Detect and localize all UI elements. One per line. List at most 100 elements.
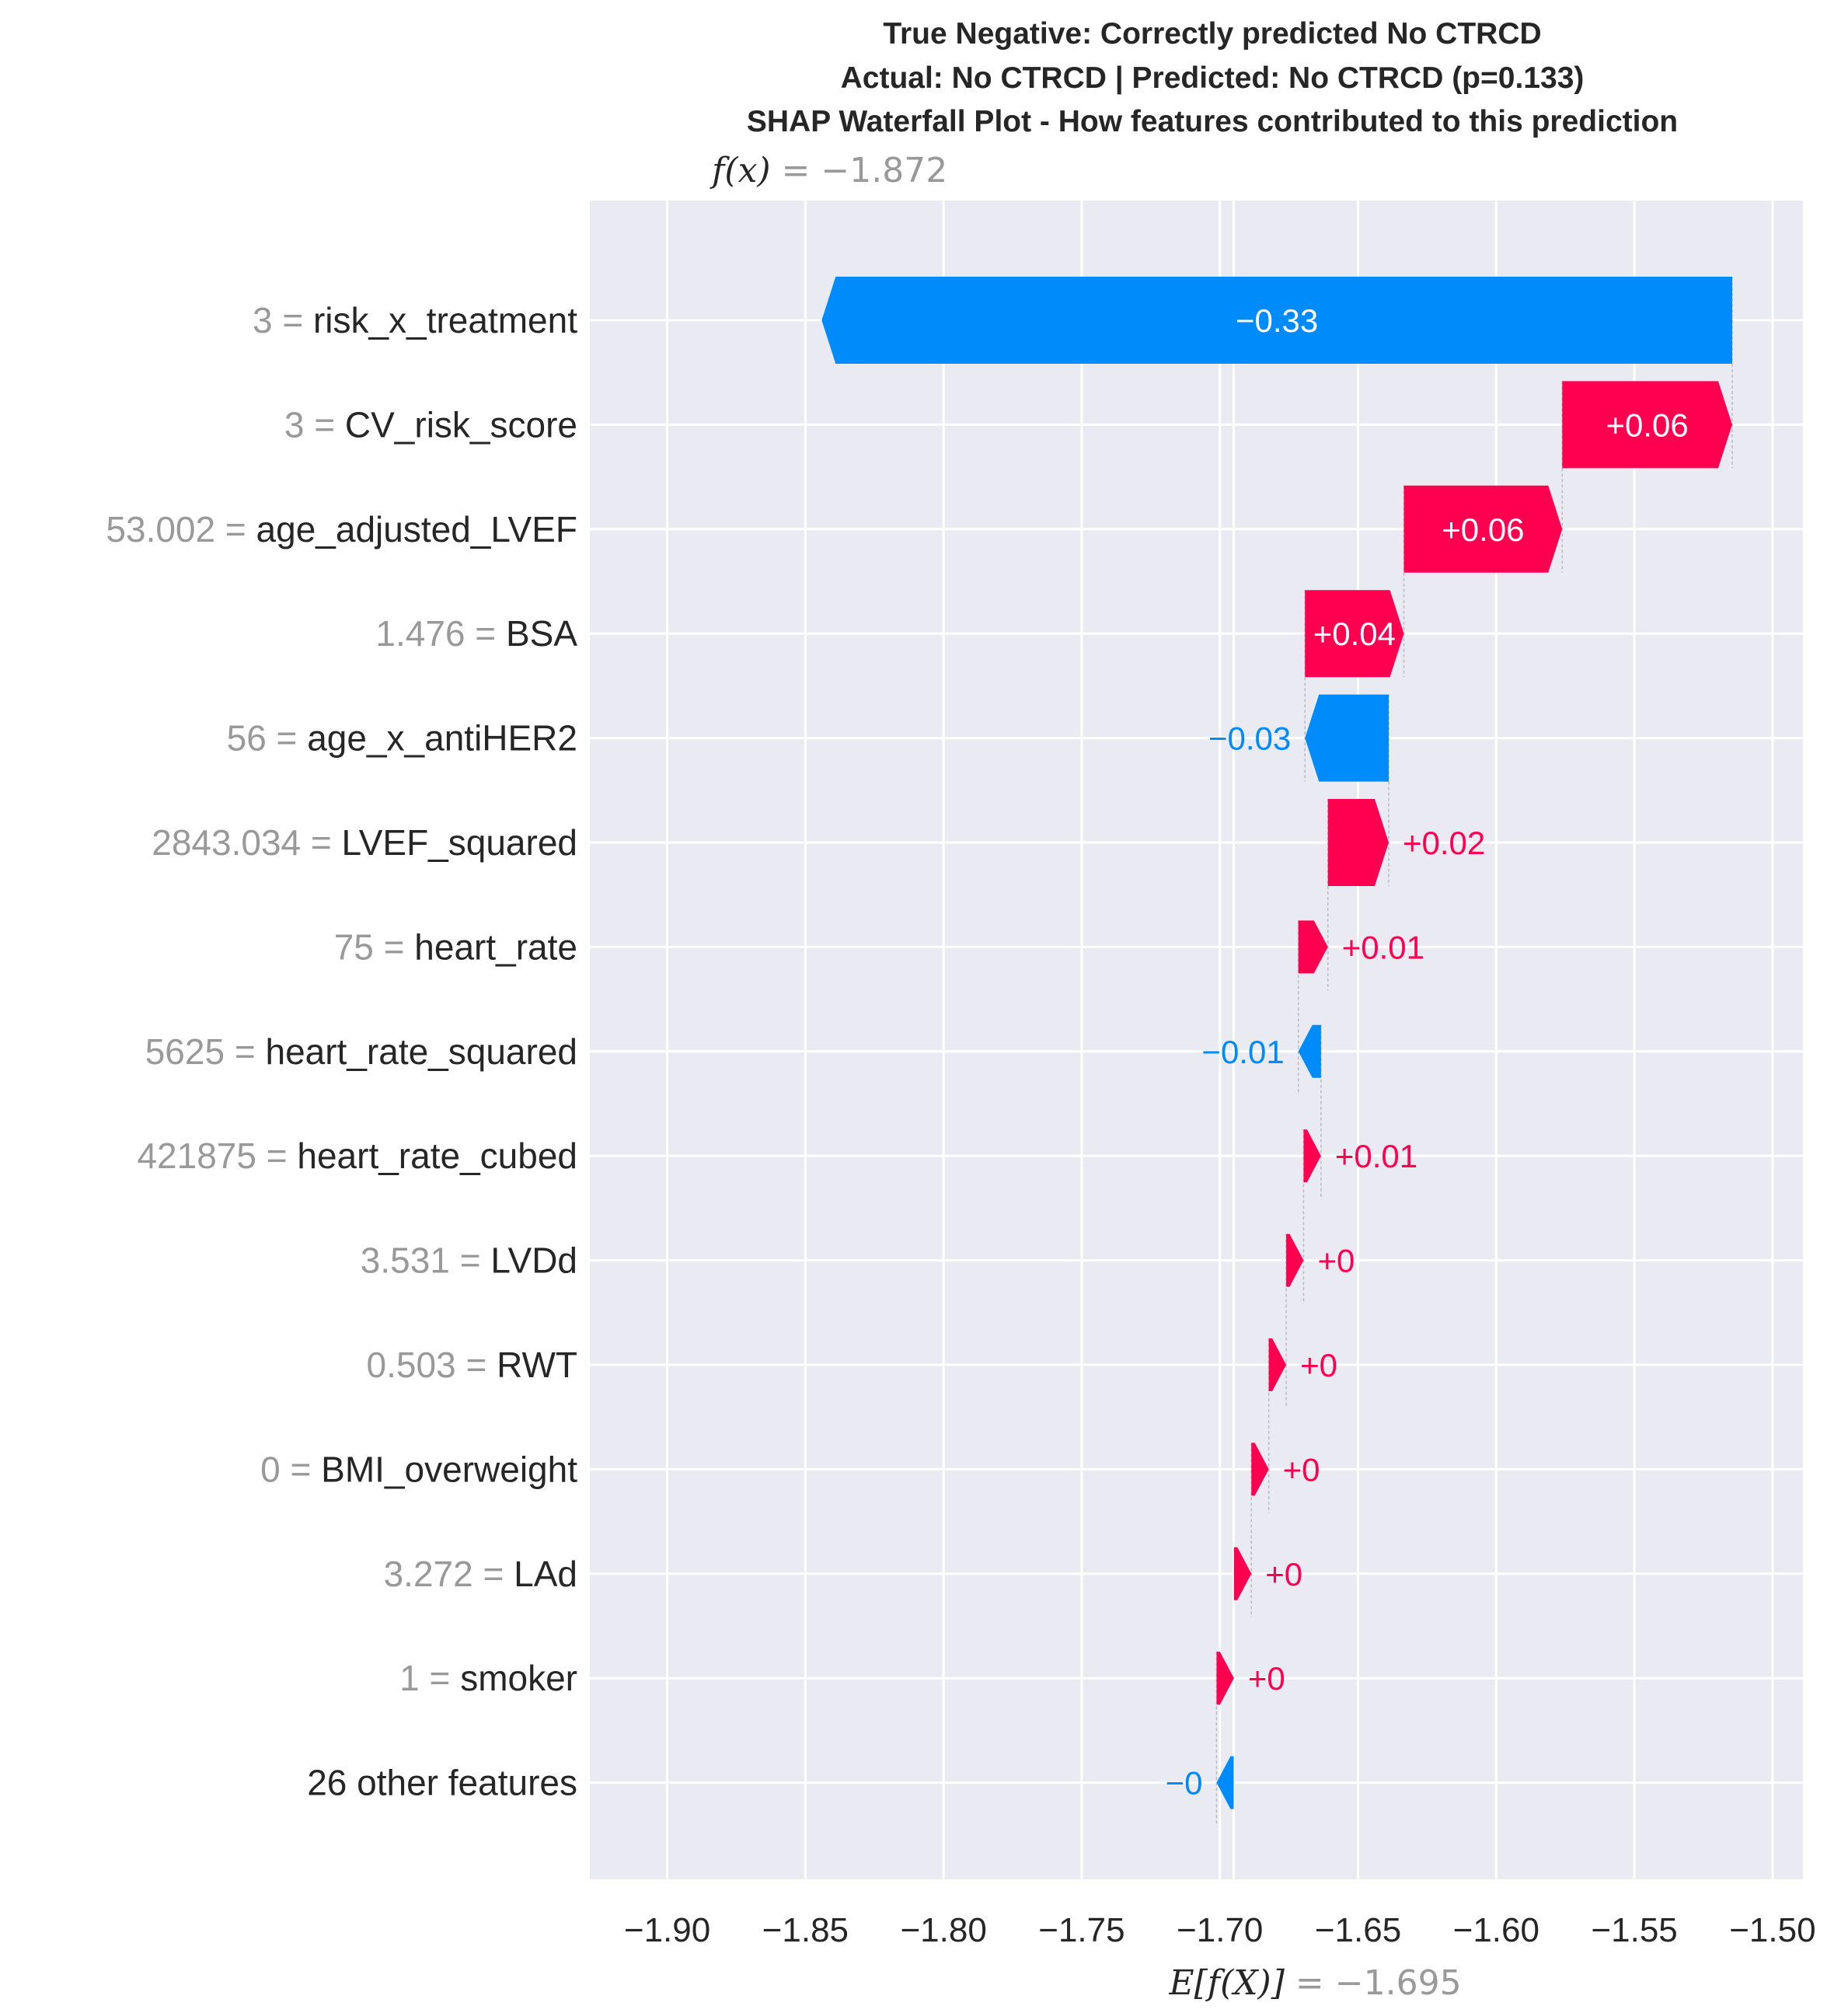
bar-positive bbox=[1403, 485, 1563, 573]
feature-name: smoker bbox=[460, 1658, 577, 1698]
feature-value: 0 = bbox=[260, 1449, 321, 1489]
feature-label: 26 other features bbox=[307, 1763, 577, 1803]
feature-label: 2843.034 = LVEF_squared bbox=[152, 822, 577, 863]
x-gridlines bbox=[666, 201, 1774, 1879]
bar-value-label: +0.01 bbox=[1342, 929, 1424, 965]
base-value-annotation: E[f(X)] = −1.695 bbox=[1169, 1963, 1462, 2003]
feature-name: age_adjusted_LVEF bbox=[256, 509, 577, 549]
bar-value-label: +0.04 bbox=[1313, 616, 1396, 652]
feature-label: 56 = age_x_antiHER2 bbox=[227, 718, 577, 759]
x-tick-label: −1.60 bbox=[1453, 1911, 1539, 1949]
feature-value: 0.503 = bbox=[367, 1345, 497, 1385]
x-tick-label: −1.55 bbox=[1591, 1911, 1677, 1949]
feature-name: LVEF_squared bbox=[342, 822, 577, 863]
bar-value-label: +0 bbox=[1265, 1556, 1302, 1593]
feature-value: 75 = bbox=[334, 926, 415, 967]
feature-label: 3 = risk_x_treatment bbox=[253, 300, 577, 340]
bar-value-label: +0 bbox=[1300, 1347, 1337, 1383]
feature-value: 2843.034 = bbox=[152, 822, 341, 863]
bar-value-label: −0.33 bbox=[1236, 302, 1318, 339]
feature-value: 3.531 = bbox=[361, 1240, 491, 1281]
base-value: = −1.695 bbox=[1285, 1963, 1462, 2003]
chart-title: True Negative: Correctly predicted No CT… bbox=[747, 17, 1678, 138]
title-line-2: Actual: No CTRCD | Predicted: No CTRCD (… bbox=[841, 61, 1585, 95]
bar-negative bbox=[1305, 694, 1389, 782]
feature-name: risk_x_treatment bbox=[313, 300, 577, 340]
x-tick-label: −1.65 bbox=[1315, 1911, 1401, 1949]
feature-label: 5625 = heart_rate_squared bbox=[145, 1031, 577, 1072]
x-tick-label: −1.70 bbox=[1177, 1911, 1263, 1949]
plot-area-background bbox=[590, 201, 1803, 1879]
bar-positive bbox=[1251, 1443, 1269, 1496]
feature-name: age_x_antiHER2 bbox=[307, 718, 577, 759]
bar-value-label: +0 bbox=[1283, 1451, 1320, 1488]
feature-label: 3.272 = LAd bbox=[384, 1554, 577, 1594]
bar-value-label: +0 bbox=[1248, 1660, 1285, 1697]
bar-negative bbox=[821, 277, 1732, 364]
feature-value: 421875 = bbox=[137, 1136, 297, 1176]
feature-label: 75 = heart_rate bbox=[334, 926, 577, 967]
x-tick-label: −1.90 bbox=[624, 1911, 710, 1949]
bar-negative bbox=[1216, 1756, 1234, 1809]
feature-label: 1 = smoker bbox=[399, 1658, 577, 1698]
bars bbox=[821, 277, 1732, 1809]
feature-name: LVDd bbox=[490, 1240, 577, 1281]
feature-value: 3 = bbox=[253, 300, 313, 340]
bar-value-label: +0.02 bbox=[1403, 825, 1485, 861]
bar-positive bbox=[1286, 1233, 1304, 1287]
feature-value: 1 = bbox=[399, 1658, 460, 1698]
feature-name: CV_risk_score bbox=[345, 404, 577, 445]
feature-name: RWT bbox=[497, 1345, 577, 1385]
x-tick-label: −1.85 bbox=[762, 1911, 849, 1949]
x-tick-label: −1.80 bbox=[900, 1911, 986, 1949]
title-line-3: SHAP Waterfall Plot - How features contr… bbox=[747, 105, 1678, 138]
feature-value: 1.476 = bbox=[375, 613, 506, 654]
title-line-1: True Negative: Correctly predicted No CT… bbox=[883, 17, 1541, 51]
bar-value-label: −0.01 bbox=[1201, 1034, 1284, 1070]
feature-label: 3.531 = LVDd bbox=[361, 1240, 577, 1281]
feature-label: 421875 = heart_rate_cubed bbox=[137, 1136, 577, 1176]
fx-math: f(x) bbox=[710, 151, 770, 190]
feature-name: heart_rate bbox=[414, 926, 577, 967]
fx-value: = −1.872 bbox=[771, 151, 948, 190]
feature-label: 53.002 = age_adjusted_LVEF bbox=[106, 509, 577, 549]
bar-value-label: +0.06 bbox=[1606, 406, 1688, 443]
bar-positive bbox=[1298, 920, 1328, 974]
x-tick-label: −1.50 bbox=[1729, 1911, 1815, 1949]
x-tick-label: −1.75 bbox=[1038, 1911, 1124, 1949]
feature-name: BMI_overweight bbox=[321, 1449, 577, 1489]
bar-value-label: −0 bbox=[1166, 1765, 1203, 1802]
bar-positive bbox=[1233, 1547, 1252, 1600]
fx-annotation: f(x) = −1.872 bbox=[710, 151, 947, 190]
feature-name: LAd bbox=[514, 1554, 577, 1594]
feature-name: BSA bbox=[506, 613, 577, 654]
feature-value: 5625 = bbox=[145, 1031, 266, 1072]
feature-name: heart_rate_squared bbox=[265, 1031, 577, 1072]
bar-positive bbox=[1305, 590, 1404, 678]
bar-value-label: −0.03 bbox=[1208, 720, 1291, 757]
feature-name: 26 other features bbox=[307, 1763, 577, 1803]
base-math: E[f(X)] bbox=[1169, 1963, 1285, 2003]
x-tick-labels: −1.90 −1.85 −1.80 −1.75 −1.70 −1.65 −1.60 −1.55… bbox=[624, 1911, 1816, 1949]
feature-value: 3.272 = bbox=[384, 1554, 514, 1594]
feature-value: 53.002 = bbox=[106, 509, 256, 549]
bar-labels: −0.33 +0.06 +0.06 +0.04 −0.03 +0.02 +0.01 −0.01… bbox=[1166, 302, 1689, 1802]
bar-value-label: +0 bbox=[1317, 1243, 1355, 1279]
bar-value-label: +0.01 bbox=[1335, 1138, 1417, 1174]
feature-label: 1.476 = BSA bbox=[375, 613, 577, 654]
bar-positive bbox=[1216, 1652, 1234, 1705]
bar-positive bbox=[1268, 1338, 1287, 1391]
bar-value-label: +0.06 bbox=[1442, 511, 1524, 548]
feature-value: 56 = bbox=[227, 718, 308, 759]
bar-positive bbox=[1303, 1129, 1321, 1183]
feature-value: 3 = bbox=[284, 404, 345, 445]
bar-positive bbox=[1562, 381, 1732, 469]
feature-label: 3 = CV_risk_score bbox=[284, 404, 577, 445]
feature-name: heart_rate_cubed bbox=[297, 1136, 577, 1176]
bar-positive bbox=[1327, 799, 1389, 886]
feature-label: 0.503 = RWT bbox=[367, 1345, 577, 1385]
feature-label: 0 = BMI_overweight bbox=[260, 1449, 577, 1489]
bar-negative bbox=[1298, 1024, 1321, 1078]
